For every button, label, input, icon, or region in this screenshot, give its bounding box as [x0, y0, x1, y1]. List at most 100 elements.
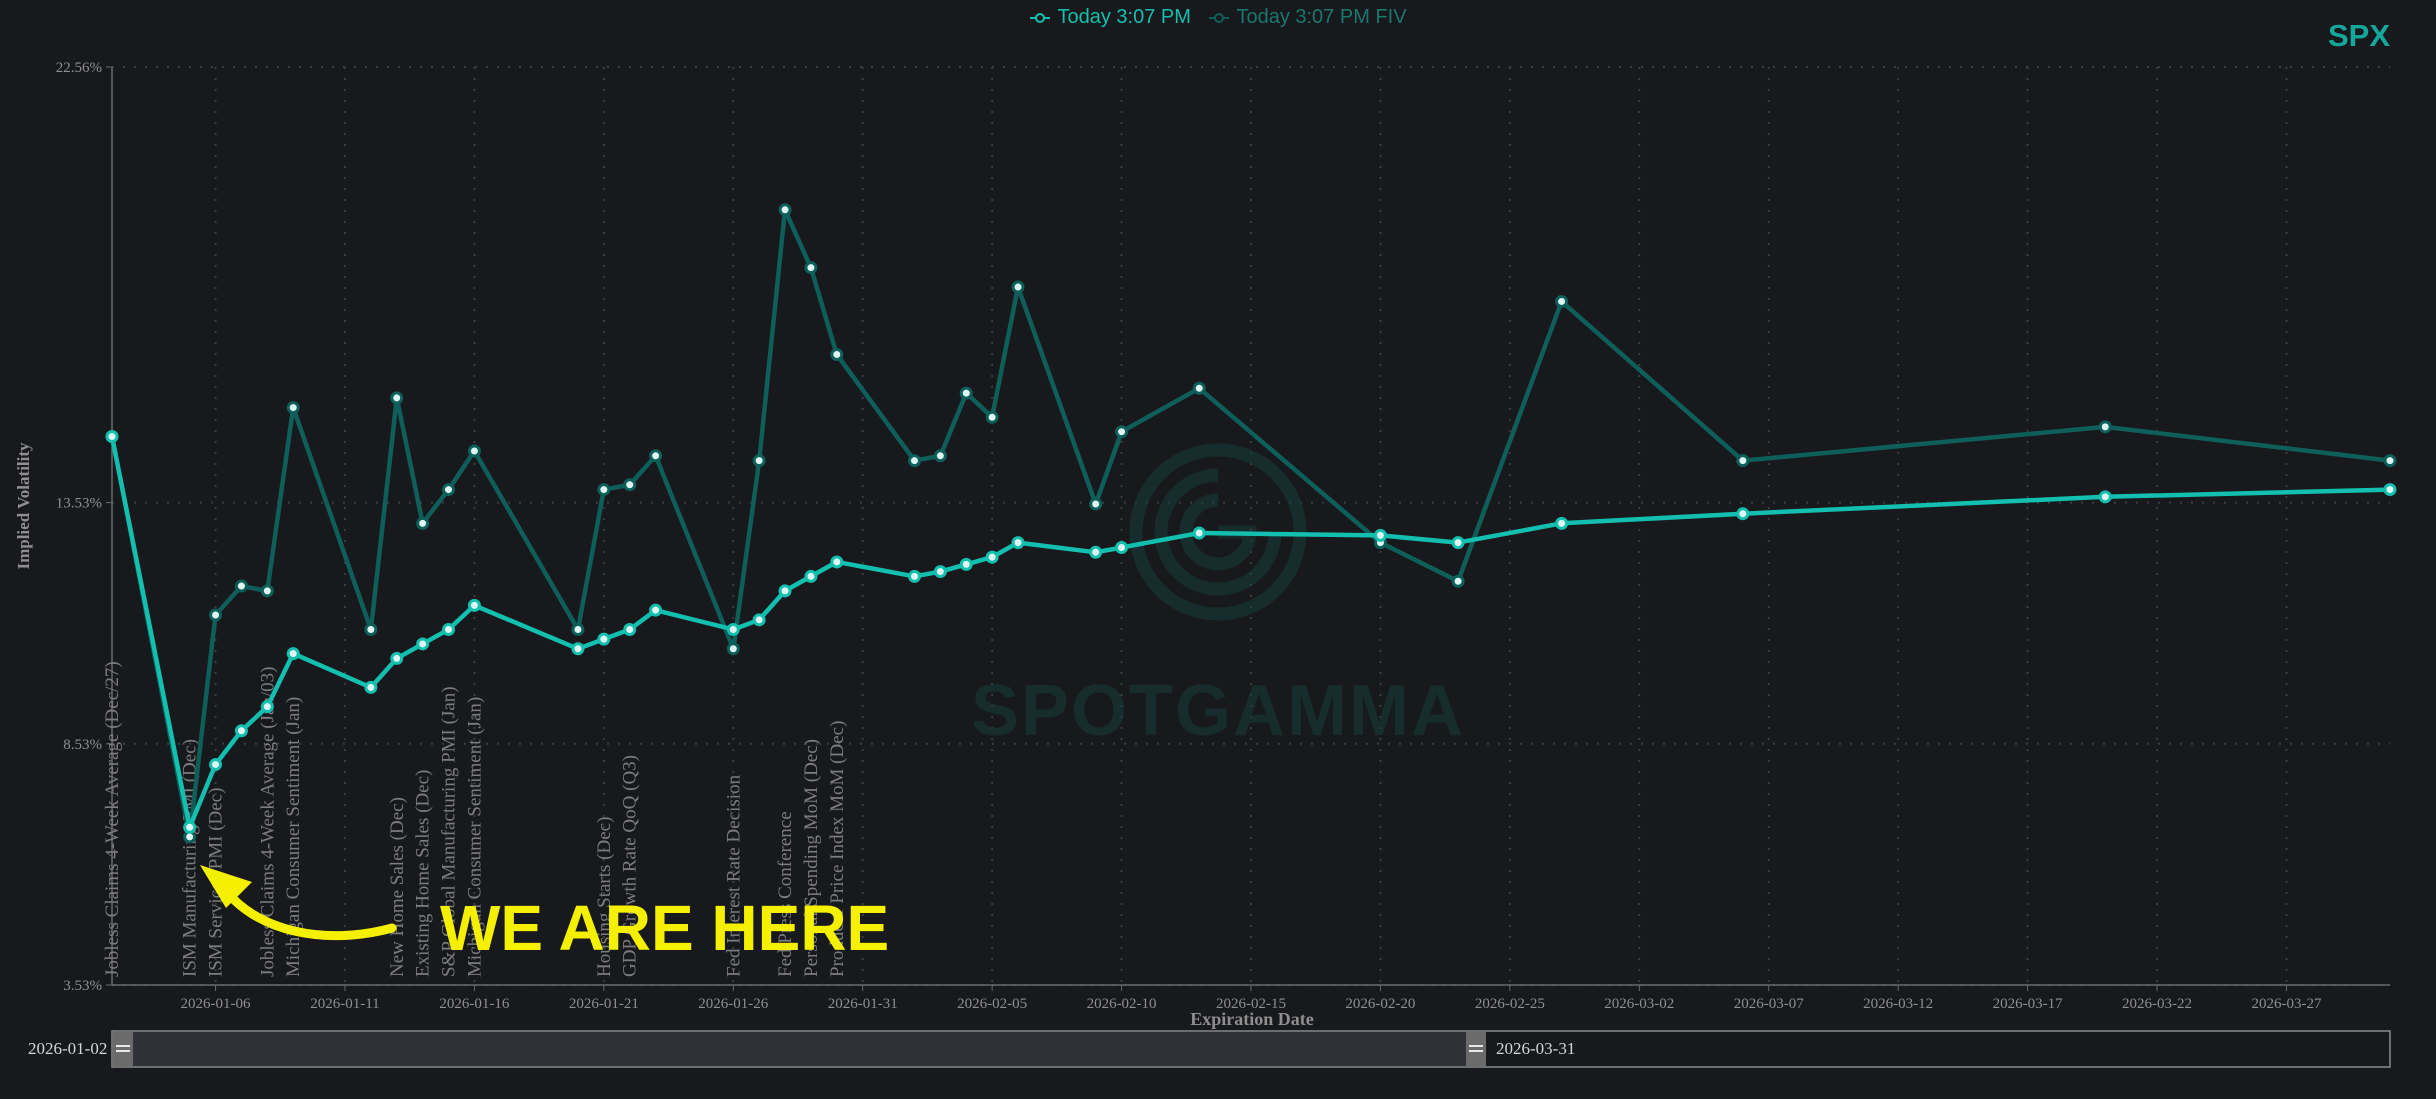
series1-legend-icon — [1030, 12, 1051, 23]
series-fiv-point — [1451, 574, 1465, 588]
series-today-point — [933, 565, 947, 579]
annotation-arrowhead — [200, 865, 252, 908]
series-today-point — [804, 569, 818, 583]
series-fiv-point — [390, 391, 404, 405]
series-today-point — [1115, 540, 1129, 554]
series-fiv-point — [597, 483, 611, 497]
x-tick-label: 2026-03-07 — [1734, 996, 1804, 1012]
series-today-point — [183, 820, 197, 834]
series-fiv-point — [571, 622, 585, 636]
series-fiv-point — [985, 410, 999, 424]
series-today-point — [1089, 545, 1103, 559]
event-label: Housing Starts (Dec) — [594, 817, 615, 977]
series2-legend-icon — [1209, 12, 1230, 23]
x-tick-label: 2026-03-27 — [2251, 996, 2321, 1012]
series-fiv-point — [830, 348, 844, 362]
series-fiv-point — [1192, 381, 1206, 395]
x-tick-label: 2026-02-25 — [1475, 996, 1545, 1012]
event-label: Jobless Claims 4-Week Average (Jan/03) — [257, 667, 278, 978]
event-label: S&P Global Manufacturing PMI (Jan) — [439, 686, 460, 977]
x-tick-label: 2026-02-20 — [1345, 996, 1415, 1012]
x-tick-label: 2026-01-06 — [181, 996, 251, 1012]
legend-label-series2: Today 3:07 PM FIV — [1236, 6, 1407, 28]
range-slider-track[interactable] — [111, 1030, 2391, 1068]
series-today-point — [1451, 536, 1465, 550]
legend-label-series1: Today 3:07 PM — [1057, 6, 1191, 28]
series-today-point — [260, 700, 274, 714]
x-tick-label: 2026-03-12 — [1863, 996, 1933, 1012]
event-label: GDP Growth Rate QoQ (Q3) — [620, 755, 641, 977]
series-today-point — [2098, 490, 2112, 504]
series-today-point — [830, 555, 844, 569]
ticker-symbol: SPX — [2327, 18, 2390, 53]
series-today-point — [390, 651, 404, 665]
series-lines — [105, 203, 2397, 844]
series-today-point — [726, 622, 740, 636]
series-fiv-point — [933, 449, 947, 463]
range-slider[interactable] — [111, 1030, 2391, 1068]
series-fiv-point — [778, 203, 792, 217]
y-axis-title: Implied Volatility — [14, 442, 33, 570]
series-fiv-point — [234, 579, 248, 593]
series-today-point — [416, 637, 430, 651]
series-today-line — [109, 436, 2391, 830]
x-tick-label: 2026-02-05 — [957, 996, 1027, 1012]
series-fiv-point — [1011, 280, 1025, 294]
event-label: Michigan Consumer Sentiment (Jan) — [283, 697, 304, 977]
series-today-point — [442, 622, 456, 636]
series-fiv-point — [907, 454, 921, 468]
series-today-point — [105, 430, 119, 444]
range-end-label: 2026-03-31 — [1496, 1039, 1576, 1058]
series-fiv-point — [649, 449, 663, 463]
range-slider-left-handle[interactable] — [113, 1032, 133, 1066]
x-tick-label: 2026-03-02 — [1604, 996, 1674, 1012]
event-label: New Home Sales (Dec) — [387, 797, 408, 977]
x-tick-label: 2026-01-21 — [569, 996, 639, 1012]
series-today-point — [209, 758, 223, 772]
series-fiv-point — [1115, 425, 1129, 439]
spotgamma-logo-icon — [1129, 443, 1307, 621]
series-today-point — [571, 642, 585, 656]
y-tick-label: 8.53% — [63, 737, 102, 753]
range-start-label: 2026-01-02 — [28, 1039, 108, 1058]
y-tick-label: 3.53% — [63, 978, 102, 994]
series-today-point — [623, 622, 637, 636]
series-fiv-point — [260, 584, 274, 598]
event-labels: Jobless Claims 4-Week Average (Dec/27) IS… — [102, 661, 848, 977]
we-are-here-annotation: WE ARE HERE — [200, 865, 889, 964]
series-fiv-point — [286, 401, 300, 415]
series-fiv-point — [209, 608, 223, 622]
series-today-point — [1011, 536, 1025, 550]
legend-item-series2[interactable]: Today 3:07 PM FIV — [1208, 6, 1407, 29]
series-today-point — [778, 584, 792, 598]
watermark-text: SPOTGAMMA — [971, 671, 1465, 751]
series-fiv-point — [752, 454, 766, 468]
event-label: Personal Spending MoM (Dec) — [801, 739, 822, 977]
series-fiv-point — [959, 386, 973, 400]
legend-item-series1[interactable]: Today 3:07 PM — [1029, 6, 1191, 29]
range-slider-right-handle[interactable] — [1466, 1032, 1486, 1066]
series-today-point — [1373, 528, 1387, 542]
series-today-point — [364, 680, 378, 694]
y-tick-label: 13.53% — [56, 496, 102, 512]
y-tick-label: 22.56% — [56, 60, 102, 76]
event-label: Michigan Consumer Sentiment (Jan) — [464, 697, 485, 977]
range-slider-selection[interactable] — [123, 1032, 1475, 1066]
series-today-point — [1192, 526, 1206, 540]
series-fiv-line — [109, 207, 2391, 840]
series-today-point — [649, 603, 663, 617]
event-label: Producer Price Index MoM (Dec) — [827, 721, 848, 977]
x-tick-label: 2026-01-31 — [828, 996, 898, 1012]
x-tick-label: 2026-02-15 — [1216, 996, 1286, 1012]
annotation-arrow — [215, 878, 397, 941]
event-label: Existing Home Sales (Dec) — [413, 770, 434, 977]
series-fiv-point — [2383, 454, 2397, 468]
series-fiv-point — [416, 516, 430, 530]
chart-legend: Today 3:07 PM Today 3:07 PM FIV — [0, 6, 2436, 30]
series-today-point — [1555, 516, 1569, 530]
x-tick-label: 2026-02-10 — [1087, 996, 1157, 1012]
x-tick-label: 2026-03-17 — [1993, 996, 2063, 1012]
x-tick-label: 2026-01-11 — [310, 996, 379, 1012]
series-today-point — [752, 613, 766, 627]
